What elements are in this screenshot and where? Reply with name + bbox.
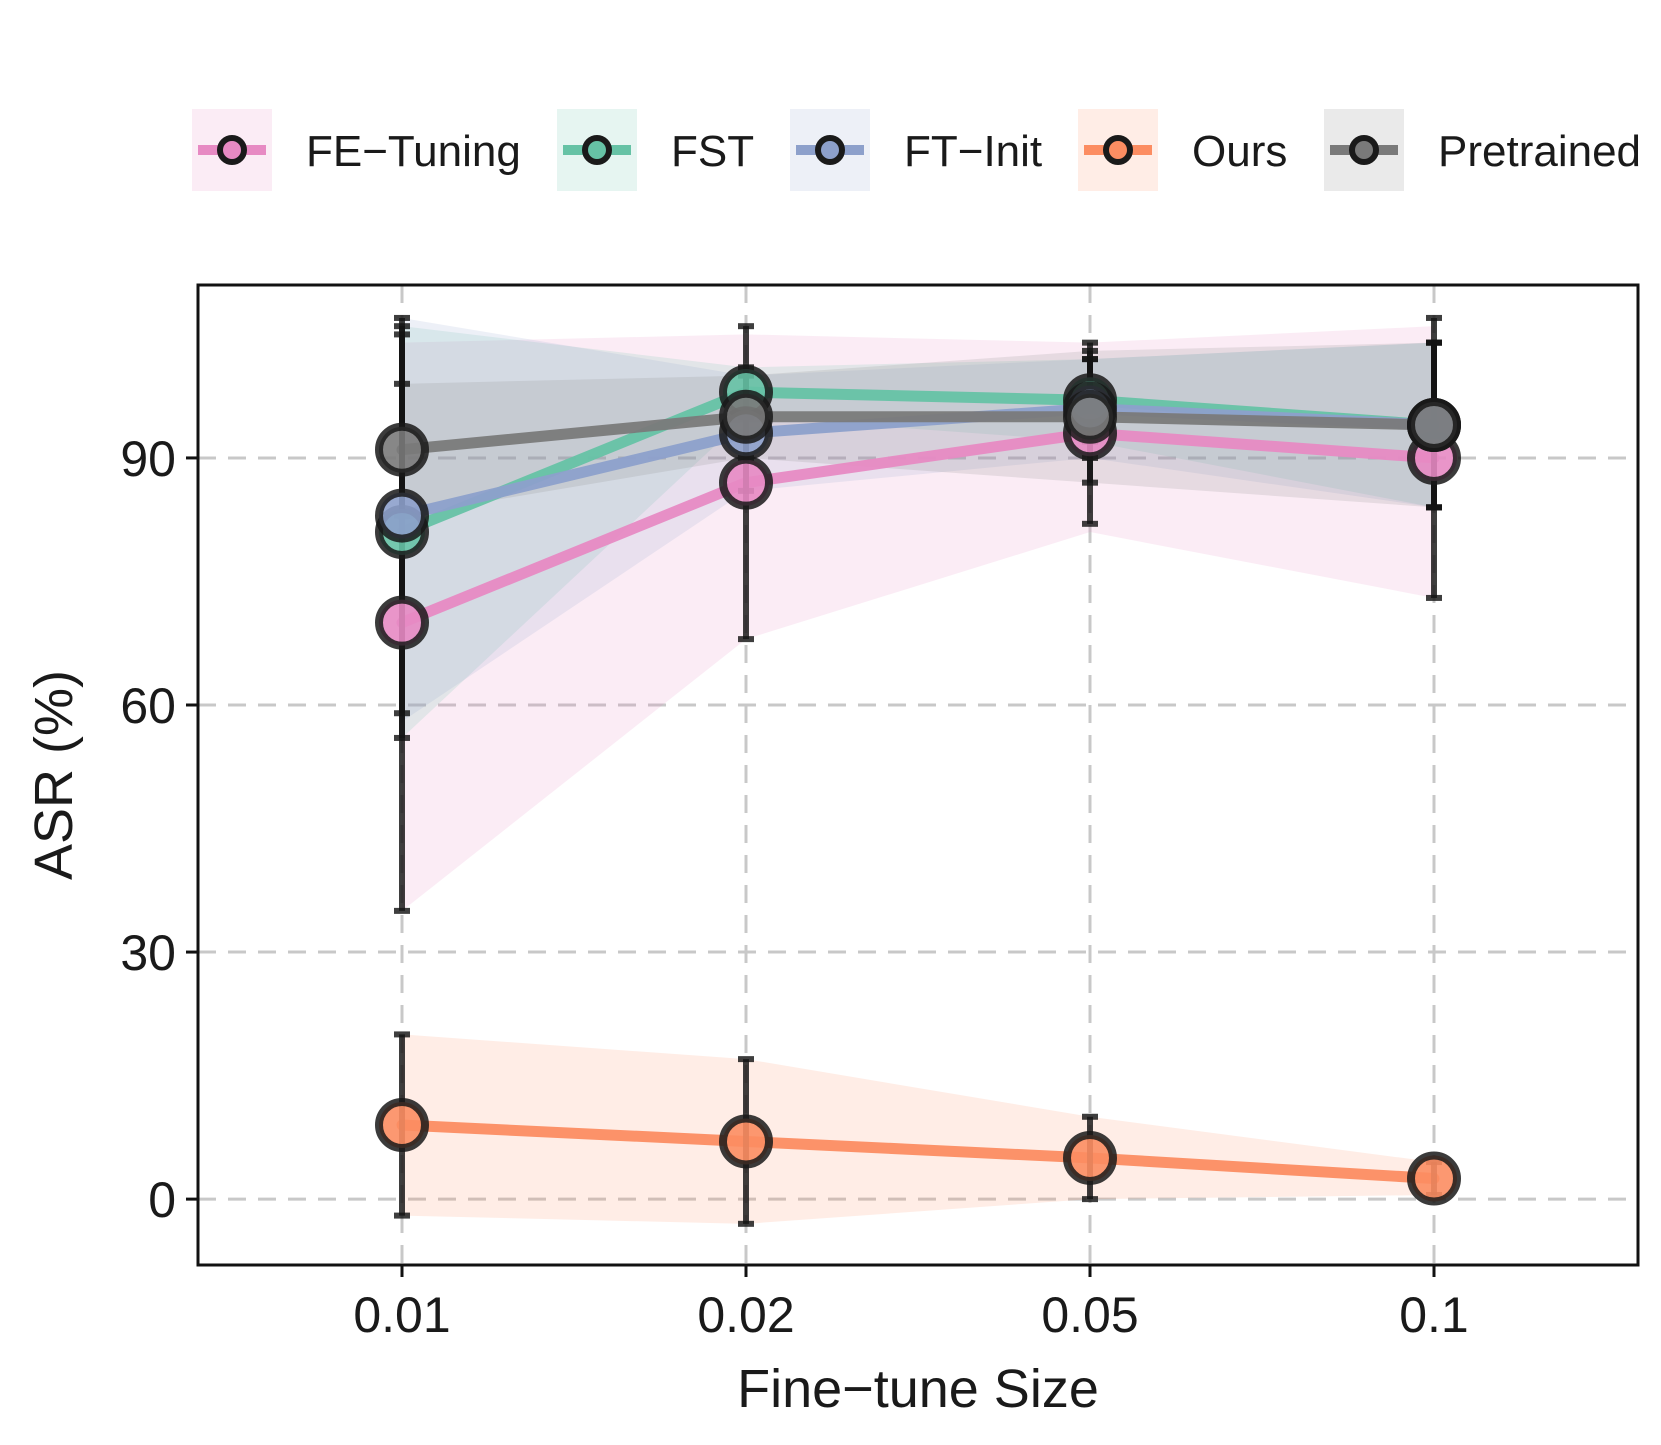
x-tick-label: 0.1: [1399, 1287, 1469, 1343]
legend-label-pretrained: Pretrained: [1438, 127, 1641, 176]
legend-swatch-marker: [1349, 135, 1379, 165]
y-tick-label: 60: [120, 678, 176, 734]
point-pretrained: [1063, 389, 1117, 444]
point-ours: [719, 1114, 773, 1169]
legend: FE−Tuning FST FT−Init Ours Pretrained: [192, 109, 1641, 191]
legend-label-fst: FST: [671, 127, 754, 176]
x-axis-title: Fine−tune Size: [737, 1359, 1099, 1419]
legend-swatch-marker: [217, 135, 247, 165]
point-pretrained: [375, 422, 429, 477]
point-ours: [1063, 1130, 1117, 1185]
y-axis-title: ASR (%): [24, 670, 84, 880]
legend-label-fe-tuning: FE−Tuning: [306, 127, 521, 176]
point-ours: [375, 1098, 429, 1152]
point-ours: [1407, 1151, 1461, 1206]
line-ours: [396, 1119, 1440, 1185]
x-tick-label: 0.05: [1041, 1287, 1138, 1343]
y-tick-label: 0: [148, 1172, 176, 1228]
point-pretrained: [1407, 398, 1461, 452]
axis-ticks: 0 30 60 90 0.01 0.02 0.05 0.1: [120, 431, 1468, 1343]
band-ours: [402, 1034, 1434, 1224]
series-lines: [396, 386, 1440, 1185]
x-tick-label: 0.02: [697, 1287, 794, 1343]
band-pretrained: [402, 342, 1434, 516]
point-pretrained: [719, 389, 773, 444]
y-tick-label: 30: [120, 925, 176, 981]
point-fe-tuning: [375, 595, 429, 650]
line-pretrained: [396, 411, 1440, 456]
legend-label-ft-init: FT−Init: [904, 127, 1042, 176]
legend-label-ours: Ours: [1192, 127, 1287, 176]
series-markers: [375, 365, 1461, 1206]
point-ft-init: [375, 488, 429, 543]
legend-swatch-marker: [1103, 135, 1133, 165]
x-tick-label: 0.01: [353, 1287, 450, 1343]
legend-swatch-marker: [815, 135, 845, 165]
line-fe-tuning: [396, 427, 1440, 629]
plot-frame: [196, 283, 1640, 1267]
legend-swatch-marker: [582, 135, 612, 165]
y-tick-label: 90: [120, 431, 176, 487]
band-fe-tuning: [402, 326, 1434, 911]
point-fe-tuning: [719, 455, 773, 510]
